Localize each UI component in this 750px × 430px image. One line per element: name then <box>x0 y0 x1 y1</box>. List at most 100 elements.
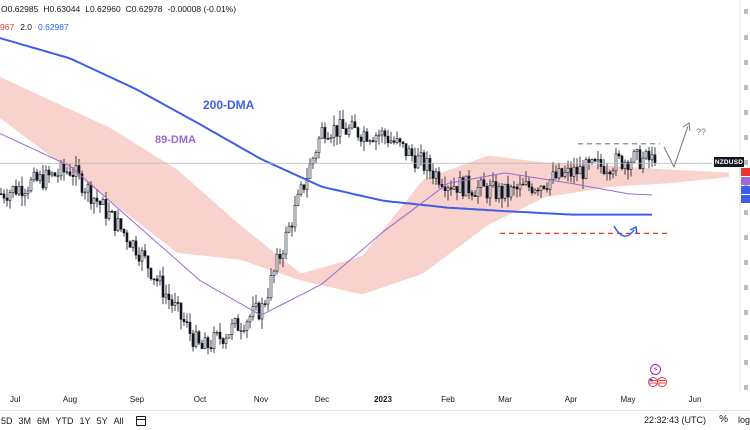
range-6m-button[interactable]: 6M <box>37 415 50 426</box>
candle-body <box>500 185 504 199</box>
candle-body <box>50 172 54 176</box>
candle-body <box>563 171 567 177</box>
utc-clock: 22:32:43 (UTC) <box>643 415 706 425</box>
candle-body <box>602 166 606 174</box>
candle-body <box>560 168 564 177</box>
candle-body <box>260 303 264 320</box>
candle-body <box>494 181 498 199</box>
candle-body <box>98 201 102 205</box>
candle-body <box>569 167 573 177</box>
candle-body <box>350 121 354 129</box>
candle-body <box>503 183 507 199</box>
candle-body <box>512 186 516 189</box>
candle-body <box>332 125 336 138</box>
price-tick-mark <box>744 285 748 290</box>
candle-body <box>530 186 534 194</box>
candle-body <box>41 174 45 189</box>
candle-body <box>308 163 312 179</box>
candle-body <box>566 167 570 173</box>
candle-body <box>221 338 225 344</box>
candle-body <box>653 154 657 164</box>
price-chart[interactable]: Jul Aug Sep Oct Nov Dec 2023 Feb Mar Apr May Jun 20… <box>0 0 750 410</box>
candle-body <box>434 171 438 179</box>
candle-body <box>443 186 447 191</box>
candle-body <box>65 171 69 174</box>
candle-body <box>590 159 594 164</box>
indicator-legend: 967 2.0 0.62987 <box>0 19 69 34</box>
candle-body <box>617 153 621 157</box>
candle-body <box>197 331 201 344</box>
candle-body <box>305 178 309 190</box>
candle-body <box>644 150 648 159</box>
x-tick-label: Jun <box>689 395 702 404</box>
candle-body <box>80 173 84 193</box>
candle-body <box>536 189 540 192</box>
candle-body <box>593 159 597 162</box>
candle-body <box>374 135 378 142</box>
price-tick-mark <box>744 9 748 14</box>
range-5y-button[interactable]: 5Y <box>96 415 108 426</box>
range-ytd-button[interactable]: YTD <box>55 415 74 426</box>
candle-body <box>497 185 501 199</box>
candle-body <box>224 337 228 344</box>
price-tick-mark <box>744 310 748 315</box>
candle-body <box>629 161 633 170</box>
price-tick-mark <box>744 360 748 365</box>
calendar-icon[interactable] <box>135 415 146 426</box>
price-tick-mark <box>744 260 748 265</box>
lightning-icon[interactable]: ⚡ <box>650 364 661 375</box>
candle-body <box>347 127 351 135</box>
candle-body <box>362 131 366 142</box>
percent-scale-button[interactable]: % <box>719 414 728 425</box>
candle-body <box>359 136 363 142</box>
range-5d-button[interactable]: 5D <box>1 415 13 426</box>
candle-body <box>470 192 474 196</box>
candle-body <box>155 278 159 282</box>
flag-icon[interactable] <box>648 377 668 387</box>
price-tick-mark <box>744 135 748 140</box>
candle-body <box>398 138 402 143</box>
x-tick-label: May <box>620 395 635 404</box>
candle-body <box>0 193 3 196</box>
range-3m-button[interactable]: 3M <box>18 415 32 426</box>
candle-body <box>125 232 129 243</box>
candle-body <box>68 171 72 176</box>
candle-body <box>77 165 81 175</box>
candle-body <box>626 161 630 170</box>
candle-body <box>329 136 333 140</box>
candle-body <box>542 185 546 189</box>
candle-body <box>422 152 426 171</box>
candle-body <box>296 193 300 206</box>
candle-body <box>245 321 249 331</box>
candle-body <box>533 189 537 194</box>
candle-body <box>401 141 405 144</box>
price-candles <box>0 109 657 355</box>
candle-body <box>455 186 459 193</box>
candle-body <box>473 195 477 197</box>
candle-body <box>47 169 51 176</box>
candle-body <box>44 169 48 189</box>
price-axis[interactable] <box>739 0 748 392</box>
x-tick-label: Feb <box>441 395 455 404</box>
candle-body <box>395 138 399 143</box>
candle-body <box>311 157 315 165</box>
candle-body <box>278 254 282 259</box>
range-all-button[interactable]: All <box>113 415 124 426</box>
candle-body <box>323 127 327 139</box>
range-1y-button[interactable]: 1Y <box>79 415 91 426</box>
price-badge-purple <box>741 177 750 185</box>
candle-body <box>131 240 135 248</box>
indicator-value-1: 967 <box>0 21 15 32</box>
bounce-arrow <box>613 225 635 237</box>
ohlc-readout: O0.62985 H0.63044 L0.62960 C0.62978 -0.0… <box>0 0 236 18</box>
candle-body <box>281 253 285 259</box>
price-tick-mark <box>744 160 748 165</box>
candle-body <box>11 186 15 193</box>
log-scale-button[interactable]: log <box>737 415 750 425</box>
candle-body <box>524 181 528 185</box>
bounce-arrow-head <box>629 225 638 235</box>
candle-body <box>275 254 279 272</box>
price-tick-mark <box>744 385 748 390</box>
candle-body <box>104 199 108 219</box>
candle-body <box>518 183 522 190</box>
